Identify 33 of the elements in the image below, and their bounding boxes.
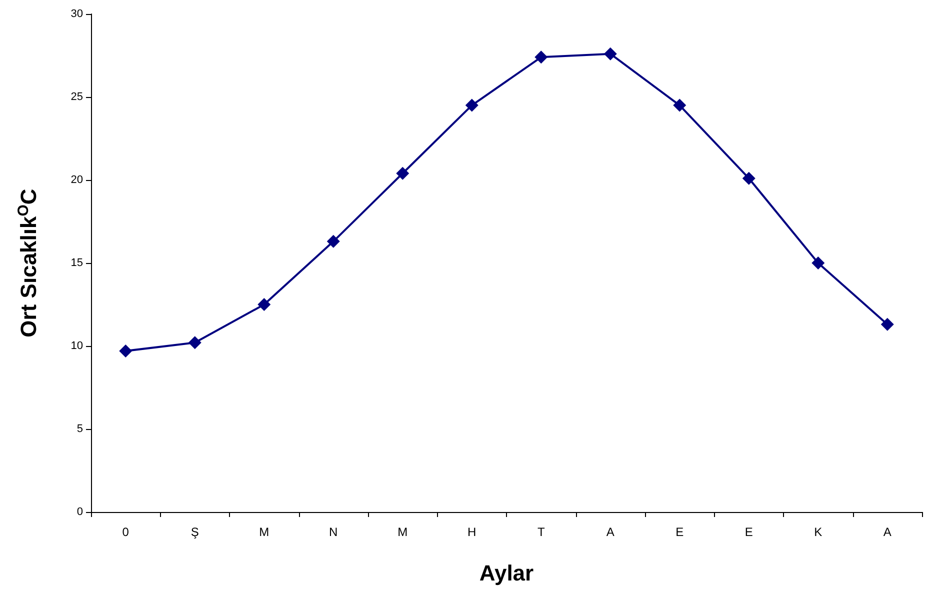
y-tick-label: 10 [70, 340, 83, 352]
x-axis-title: Aylar [479, 560, 534, 586]
x-tick-label: H [468, 525, 476, 539]
y-tick-label: 30 [70, 8, 83, 20]
point [326, 234, 340, 248]
point [812, 256, 825, 270]
y-tick-label: 0 [76, 506, 83, 518]
y-tick-label: 5 [76, 423, 83, 435]
y-axis-title: Ort SıcaklıkOC [15, 188, 41, 338]
point [465, 98, 478, 112]
point [258, 298, 271, 311]
point [188, 336, 202, 350]
point [119, 344, 132, 358]
x-tick-label: A [883, 525, 892, 539]
point [880, 318, 894, 331]
x-tick-label: A [606, 525, 614, 539]
x-tick-label: E [744, 525, 753, 539]
x-tick-label: K [814, 525, 822, 539]
y-tick-label: 20 [70, 174, 83, 186]
point [742, 172, 756, 185]
x-tick-label: T [537, 525, 546, 539]
y-tick-label: 25 [70, 91, 83, 103]
x-tick-label: M [398, 525, 408, 539]
point [534, 50, 548, 64]
point [604, 47, 617, 60]
x-tick-label: E [676, 525, 684, 539]
point [396, 166, 410, 180]
point [673, 98, 686, 112]
x-tick-label: Ş [190, 525, 199, 539]
x-tick-label: M [259, 525, 270, 539]
y-tick-label: 15 [70, 257, 83, 269]
x-tick-label: 0 [122, 525, 130, 539]
x-tick-label: N [329, 525, 338, 539]
